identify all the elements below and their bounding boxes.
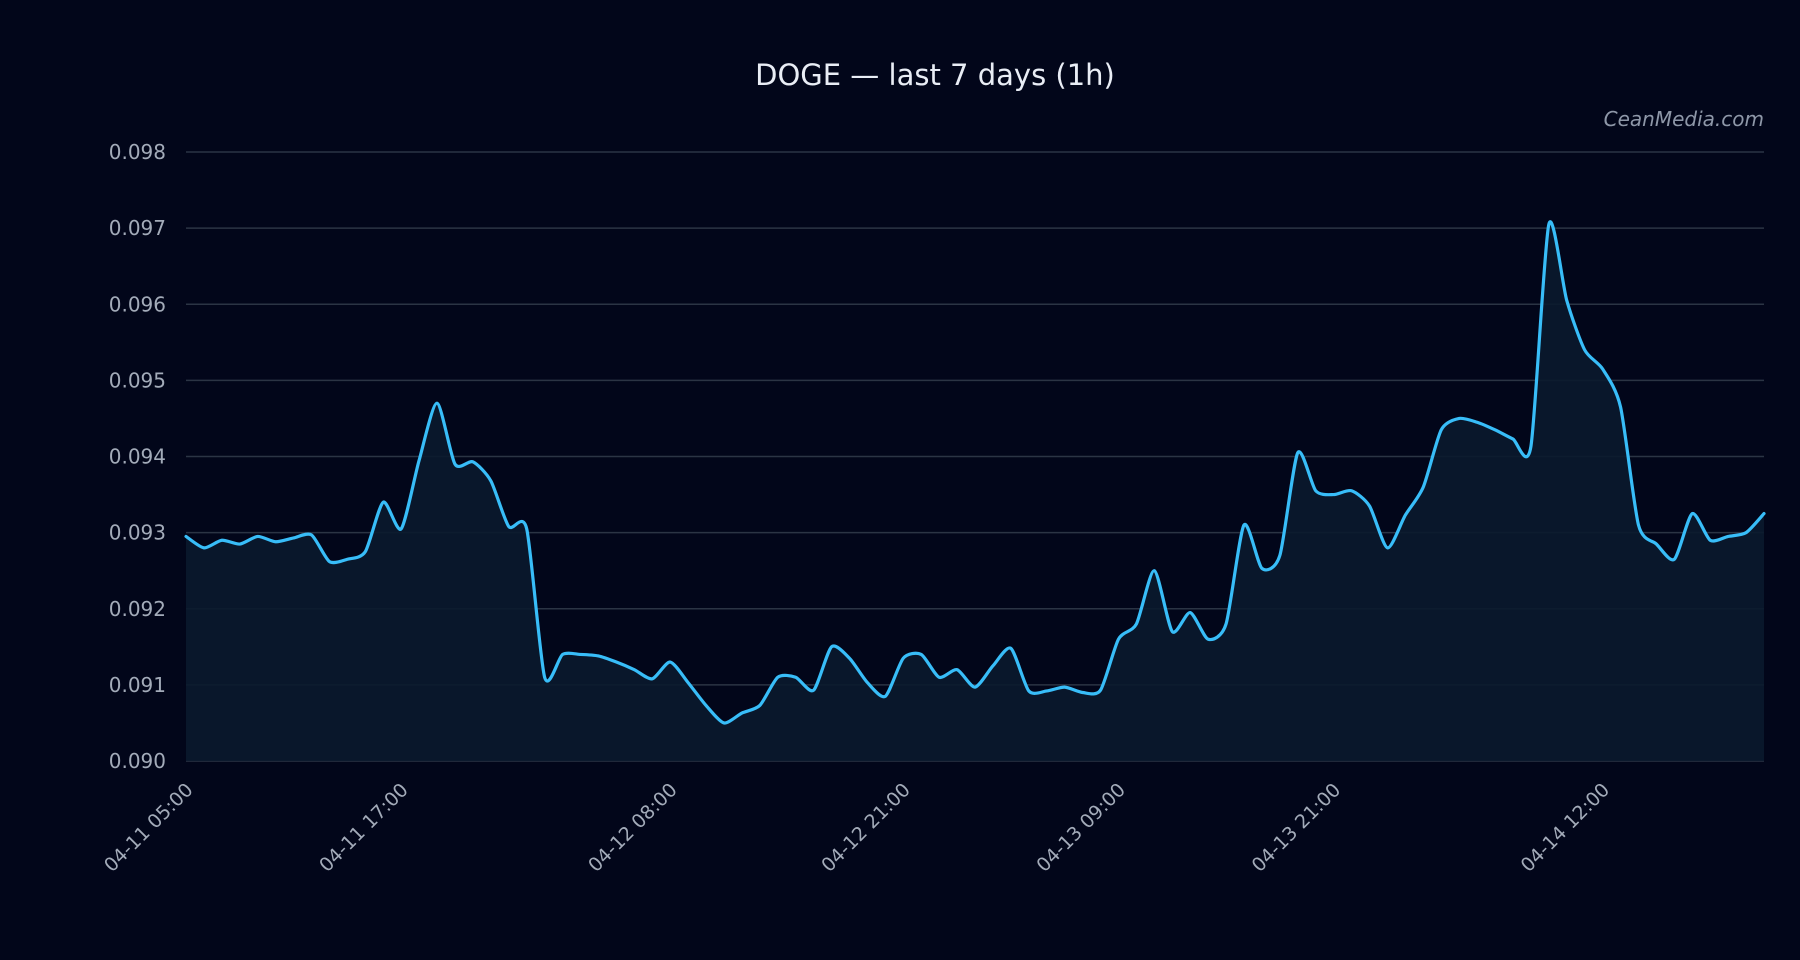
y-tick-label: 0.093 (109, 521, 166, 545)
y-axis: 0.090 0.091 0.092 0.093 0.094 0.095 0.096 0.097… (109, 140, 166, 773)
y-tick-label: 0.091 (109, 673, 166, 697)
x-tick-label: 04-13 21:00 (1248, 779, 1346, 877)
watermark-text: CeanMedia.com (1604, 107, 1764, 131)
price-series-line (184, 220, 1766, 725)
series-area-fill (186, 221, 1764, 762)
area-layer (186, 221, 1764, 762)
x-tick-label: 04-11 17:00 (315, 779, 413, 877)
x-tick-label: 04-12 08:00 (584, 779, 682, 877)
x-tick-label: 04-12 21:00 (817, 779, 915, 877)
x-tick-label: 04-11 05:00 (100, 779, 198, 877)
x-tick-label: 04-14 12:00 (1517, 779, 1615, 877)
chart-title: DOGE — last 7 days (1h) (755, 58, 1115, 92)
y-tick-label: 0.095 (109, 368, 166, 392)
line-layer (184, 220, 1766, 725)
x-axis: 04-11 05:00 04-11 17:00 04-12 08:00 04-12 2… (100, 779, 1614, 877)
y-tick-label: 0.096 (109, 292, 166, 316)
y-tick-label: 0.098 (109, 140, 166, 164)
y-tick-label: 0.092 (109, 597, 166, 621)
x-tick-label: 04-13 09:00 (1032, 779, 1130, 877)
y-tick-label: 0.090 (109, 749, 166, 773)
y-tick-label: 0.097 (109, 216, 166, 240)
y-tick-label: 0.094 (109, 445, 166, 469)
